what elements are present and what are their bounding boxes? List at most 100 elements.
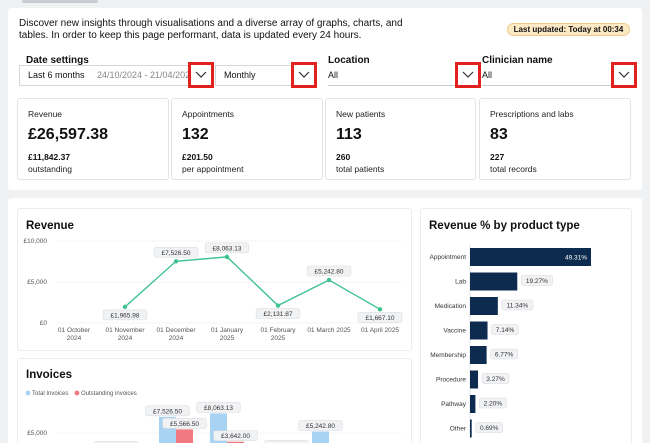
chevron-down-icon [298, 71, 310, 78]
kpi-sub-value: 260 [336, 152, 351, 162]
invoice-data-label-bg [162, 418, 207, 429]
last-updated-badge: Last updated: Today at 00:34 [507, 23, 630, 36]
category-label: Appointment [430, 254, 467, 261]
revenue-data-label: £7,526.50 [162, 250, 191, 257]
product-type-bar-chart: Appointment 49.31% Lab 19.27% Medication 11.3… [430, 244, 591, 438]
category-label: Lab [455, 279, 466, 286]
revenue-data-label-bg [153, 247, 199, 258]
clinician-select[interactable]: All [482, 65, 634, 86]
product-type-chart-card [420, 208, 632, 443]
bar-value-label-bg [479, 397, 507, 409]
interval-dropdown[interactable] [291, 62, 317, 88]
clinician-dropdown[interactable] [611, 62, 637, 88]
revenue-data-label-bg [102, 309, 148, 321]
bar-value-label-bg [501, 299, 534, 311]
revenue-data-label-bg [255, 308, 301, 319]
kpi-card-prescriptions: Prescriptions and labs 83 227 total reco… [479, 98, 631, 180]
revenue-chart-card [17, 208, 412, 351]
product-bar [470, 370, 479, 389]
kpi-sub-value: 227 [490, 152, 505, 162]
bar-value-label-bg [491, 324, 519, 335]
x-tick-label: 01 November [105, 327, 145, 334]
product-bar [470, 248, 591, 266]
revenue-point [377, 307, 383, 312]
bar-value-label: 19.27% [526, 278, 548, 285]
revenue-point [224, 254, 230, 260]
revenue-data-label: £8,063.13 [213, 245, 242, 252]
invoice-data-label: £7,526.50 [153, 408, 182, 415]
location-select[interactable]: All [328, 65, 478, 86]
revenue-chart-title: Revenue [26, 220, 74, 232]
bar-value-label-bg [481, 373, 510, 384]
invoice-data-label: £3,642.00 [221, 433, 250, 440]
legend-label-total: Total Invoices [32, 391, 68, 397]
y-tick-label: £5,000 [27, 430, 47, 437]
kpi-card-new-patients: New patients 113 260 total patients [325, 98, 476, 180]
revenue-data-label-bg [306, 265, 352, 277]
location-dropdown[interactable] [455, 62, 481, 88]
kpi-sub-value: £11,842.37 [28, 152, 71, 162]
location-label: Location [328, 55, 370, 66]
x-tick-label: 2024 [67, 335, 82, 342]
category-label: Membership [430, 352, 466, 359]
legend-label-outstanding: Outstanding invoices [81, 391, 137, 397]
revenue-point [326, 277, 332, 283]
x-tick-label: 2025 [220, 335, 235, 342]
date-settings-label: Date settings [26, 55, 89, 66]
category-label: Medication [435, 303, 467, 310]
category-label: Pathway [441, 401, 467, 408]
active-tab-indicator [22, 0, 98, 3]
date-range-dropdown[interactable] [188, 62, 214, 88]
interval-select[interactable]: Monthly [215, 65, 316, 86]
kpi-value: £26,597.38 [28, 126, 109, 143]
kpi-note: outstanding [28, 164, 72, 174]
revenue-data-label: £2,131.87 [264, 311, 293, 318]
bar-value-label-bg [490, 348, 518, 360]
kpi-title: Appointments [182, 109, 234, 119]
x-tick-label: 01 December [156, 327, 196, 334]
product-bar [470, 272, 518, 291]
intro-text: Discover new insights through visualisat… [19, 18, 403, 41]
product-bar [470, 395, 476, 413]
invoice-data-label-bg [264, 440, 309, 443]
category-label: Vaccine [443, 328, 466, 335]
date-range-select[interactable]: Last 6 months 24/10/2024 - 21/04/2025 [19, 65, 213, 86]
y-tick-label: £10,000 [24, 238, 48, 245]
invoice-data-label: £5,566.50 [170, 421, 199, 428]
bar-value-label: 11.34% [507, 303, 529, 310]
revenue-data-label: £1,667.10 [366, 315, 395, 322]
revenue-point [122, 304, 128, 310]
revenue-data-label-bg [204, 242, 250, 254]
x-tick-label: 01 October [58, 327, 91, 334]
x-tick-label: 01 April 2025 [361, 327, 399, 334]
outstanding-invoice-bar [227, 441, 244, 443]
bar-value-label-bg [521, 275, 553, 286]
revenue-data-label: £5,242.80 [315, 269, 344, 276]
legend-swatch-outstanding [74, 390, 80, 396]
revenue-series-line [124, 256, 381, 310]
revenue-data-label: £1,965.98 [111, 312, 140, 319]
kpi-title: Prescriptions and labs [490, 109, 574, 119]
category-label: Procedure [436, 377, 466, 384]
chevron-down-icon [462, 71, 474, 78]
x-tick-label: 01 January [211, 327, 244, 334]
invoice-data-label-bg [213, 430, 258, 441]
kpi-value: 83 [490, 126, 508, 143]
chevron-down-icon [195, 71, 207, 78]
product-bar [470, 297, 498, 315]
clinician-label: Clinician name [482, 55, 553, 66]
kpi-title: New patients [336, 109, 386, 119]
kpi-value: 113 [336, 126, 362, 143]
clinician-value: All [482, 70, 493, 80]
bar-value-label: 3.27% [486, 376, 505, 383]
outstanding-invoice-bar [176, 429, 193, 443]
product-bar [470, 346, 487, 364]
x-tick-label: 01 March 2025 [307, 327, 351, 334]
invoice-data-label-bg [196, 402, 241, 413]
kpi-note: per appointment [182, 164, 244, 174]
y-tick-label: £5,000 [27, 279, 47, 286]
kpi-note: total records [490, 164, 537, 174]
revenue-point [173, 259, 179, 264]
revenue-data-label-bg [357, 312, 403, 323]
